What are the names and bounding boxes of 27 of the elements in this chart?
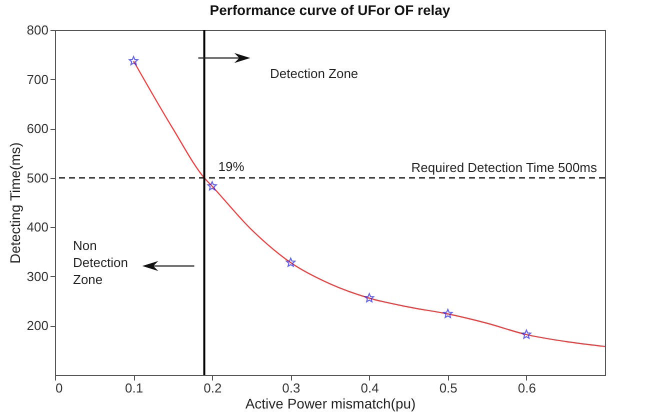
y-tick-label: 400 bbox=[26, 220, 48, 235]
x-tick-label: 0.5 bbox=[439, 380, 458, 396]
chart-title: Performance curve of UFor OF relay bbox=[210, 2, 450, 18]
point bbox=[443, 308, 453, 318]
point bbox=[364, 293, 374, 302]
annotation: 19% bbox=[218, 158, 245, 174]
y-tick-label: 600 bbox=[26, 121, 48, 136]
y-tick-label: 300 bbox=[26, 268, 48, 284]
x-tick-label: 0.6 bbox=[518, 380, 536, 396]
annotation: Detection Zone bbox=[270, 66, 358, 81]
point bbox=[522, 330, 532, 339]
x-tick-label: 0.3 bbox=[282, 380, 300, 396]
x-tick-label: 0.4 bbox=[360, 380, 379, 396]
x-tick-label: 0.2 bbox=[204, 380, 222, 396]
x-tick-label: 0.1 bbox=[125, 380, 144, 396]
y-axis-title: Detecting Time(ms) bbox=[6, 142, 23, 264]
point bbox=[286, 258, 296, 267]
x-tick-label: 0 bbox=[56, 380, 63, 396]
point bbox=[128, 56, 138, 66]
x-axis-title: Active Power mismatch(pu) bbox=[245, 396, 416, 412]
y-tick-label: 800 bbox=[26, 22, 48, 38]
ref-line-label: Required Detection Time 500ms bbox=[411, 160, 598, 175]
y-tick-label: 500 bbox=[26, 170, 48, 186]
y-tick-label: 200 bbox=[26, 318, 48, 334]
point bbox=[207, 181, 217, 190]
y-tick-label: 700 bbox=[26, 72, 48, 87]
annotation: Non Detection Zone bbox=[73, 238, 128, 287]
